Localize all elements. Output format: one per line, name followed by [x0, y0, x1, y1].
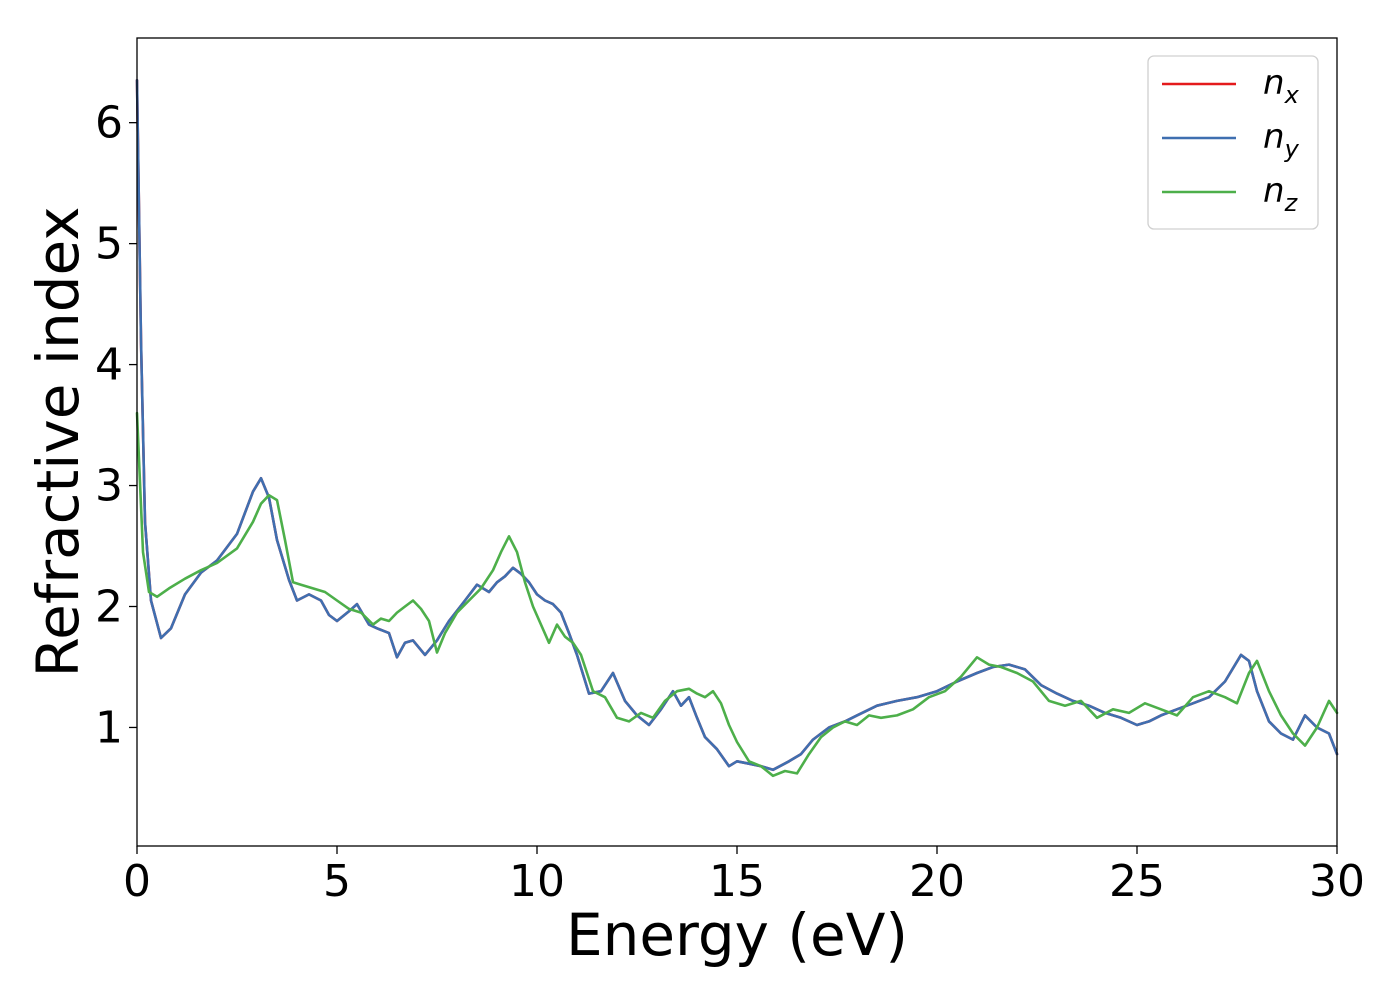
- x-axis-ticks: 0 5 10 15 20 25 30: [123, 846, 1365, 907]
- legend-label-nx: nx: [1263, 63, 1300, 109]
- y-tick-label: 3: [95, 461, 123, 512]
- series-lines: [135, 79, 1339, 778]
- x-tick-label: 15: [709, 856, 765, 907]
- x-tick-label: 0: [123, 856, 151, 907]
- y-tick-label: 2: [95, 582, 123, 633]
- y-tick-label: 6: [95, 98, 123, 149]
- x-tick-label: 5: [323, 856, 351, 907]
- x-tick-label: 10: [509, 856, 565, 907]
- y-tick-label: 4: [95, 340, 123, 391]
- legend-box: [1147, 55, 1319, 230]
- legend-label-nz: nz: [1263, 171, 1299, 217]
- y-axis-title: Refractive index: [24, 206, 92, 677]
- legend-label-ny: ny: [1263, 117, 1300, 163]
- legend: nx ny nz: [1147, 55, 1319, 230]
- x-tick-label: 30: [1309, 856, 1365, 907]
- x-axis-title: Energy (eV): [566, 901, 908, 969]
- x-tick-label: 20: [909, 856, 965, 907]
- x-tick-label: 25: [1109, 856, 1165, 907]
- y-tick-label: 5: [95, 219, 123, 270]
- y-axis-ticks: 1 2 3 4 5 6: [95, 98, 137, 753]
- series-line-ny: [135, 79, 1339, 772]
- series-line-nz: [135, 411, 1339, 778]
- y-tick-label: 1: [95, 702, 123, 753]
